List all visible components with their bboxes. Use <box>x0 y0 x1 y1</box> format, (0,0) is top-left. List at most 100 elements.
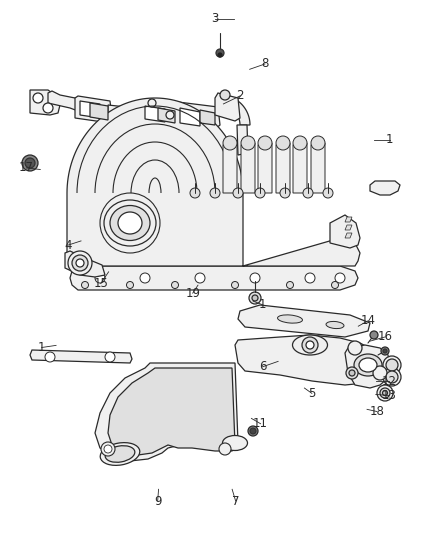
Circle shape <box>303 188 313 198</box>
Ellipse shape <box>118 212 142 234</box>
Polygon shape <box>345 225 352 230</box>
Polygon shape <box>80 101 100 118</box>
Circle shape <box>172 281 179 288</box>
Polygon shape <box>108 105 145 117</box>
Circle shape <box>190 188 200 198</box>
Ellipse shape <box>110 206 150 240</box>
Circle shape <box>349 370 355 376</box>
Ellipse shape <box>105 446 135 462</box>
Ellipse shape <box>359 358 377 372</box>
Circle shape <box>348 341 362 355</box>
Circle shape <box>386 359 398 371</box>
Circle shape <box>386 371 398 383</box>
Ellipse shape <box>326 321 344 328</box>
Polygon shape <box>145 106 165 122</box>
Ellipse shape <box>223 435 247 450</box>
Polygon shape <box>330 215 360 248</box>
Circle shape <box>105 352 115 362</box>
Circle shape <box>332 281 339 288</box>
Polygon shape <box>65 251 105 277</box>
Circle shape <box>383 349 387 353</box>
Polygon shape <box>237 125 248 155</box>
Text: 12: 12 <box>381 375 396 387</box>
Circle shape <box>210 188 220 198</box>
Circle shape <box>140 273 150 283</box>
Ellipse shape <box>278 315 303 323</box>
Circle shape <box>233 188 243 198</box>
Text: 3: 3 <box>211 12 218 25</box>
Circle shape <box>81 281 88 288</box>
Circle shape <box>305 273 315 283</box>
Circle shape <box>383 368 401 386</box>
Circle shape <box>302 337 318 353</box>
Circle shape <box>101 442 115 456</box>
Circle shape <box>250 273 260 283</box>
Ellipse shape <box>354 354 382 376</box>
Text: 11: 11 <box>253 417 268 430</box>
Polygon shape <box>345 217 352 222</box>
Polygon shape <box>67 98 360 266</box>
Circle shape <box>22 155 38 171</box>
Text: 1: 1 <box>386 133 394 146</box>
Text: 8: 8 <box>261 58 268 70</box>
Text: 4: 4 <box>64 239 72 252</box>
Text: 13: 13 <box>381 389 396 402</box>
Circle shape <box>232 281 239 288</box>
Polygon shape <box>200 110 215 125</box>
Circle shape <box>72 255 88 271</box>
Circle shape <box>380 388 390 398</box>
Polygon shape <box>180 108 200 126</box>
Circle shape <box>258 136 272 150</box>
Circle shape <box>373 366 387 380</box>
Circle shape <box>219 443 231 455</box>
Polygon shape <box>241 143 255 193</box>
Polygon shape <box>75 96 112 123</box>
Polygon shape <box>276 143 290 193</box>
Circle shape <box>377 385 393 401</box>
Circle shape <box>166 111 174 119</box>
Circle shape <box>195 273 205 283</box>
Circle shape <box>220 90 230 100</box>
Circle shape <box>218 53 222 57</box>
Ellipse shape <box>293 335 328 355</box>
Polygon shape <box>215 93 240 121</box>
Circle shape <box>381 347 389 355</box>
Text: 14: 14 <box>360 314 375 327</box>
Polygon shape <box>370 181 400 195</box>
Circle shape <box>25 158 35 168</box>
Polygon shape <box>140 101 180 125</box>
Text: 1: 1 <box>38 341 46 354</box>
Circle shape <box>43 103 53 113</box>
Polygon shape <box>48 91 95 113</box>
Polygon shape <box>311 143 325 193</box>
Circle shape <box>76 259 84 267</box>
Polygon shape <box>30 90 60 115</box>
Polygon shape <box>95 363 238 461</box>
Circle shape <box>255 188 265 198</box>
Circle shape <box>241 136 255 150</box>
Circle shape <box>370 331 378 339</box>
Text: 7: 7 <box>232 495 240 507</box>
Circle shape <box>346 367 358 379</box>
Circle shape <box>95 273 105 283</box>
Circle shape <box>306 341 314 349</box>
Polygon shape <box>238 305 370 337</box>
Polygon shape <box>345 345 390 388</box>
Text: 9: 9 <box>154 495 162 507</box>
Polygon shape <box>223 143 237 193</box>
Circle shape <box>216 49 224 57</box>
Circle shape <box>148 99 156 107</box>
Circle shape <box>335 273 345 283</box>
Polygon shape <box>70 266 358 290</box>
Ellipse shape <box>100 442 140 465</box>
Circle shape <box>252 295 258 301</box>
Circle shape <box>286 281 293 288</box>
Circle shape <box>323 188 333 198</box>
Circle shape <box>223 136 237 150</box>
Polygon shape <box>345 233 352 238</box>
Circle shape <box>68 251 92 275</box>
Circle shape <box>293 136 307 150</box>
Text: 2: 2 <box>236 90 244 102</box>
Text: 17: 17 <box>19 161 34 174</box>
Polygon shape <box>293 143 307 193</box>
